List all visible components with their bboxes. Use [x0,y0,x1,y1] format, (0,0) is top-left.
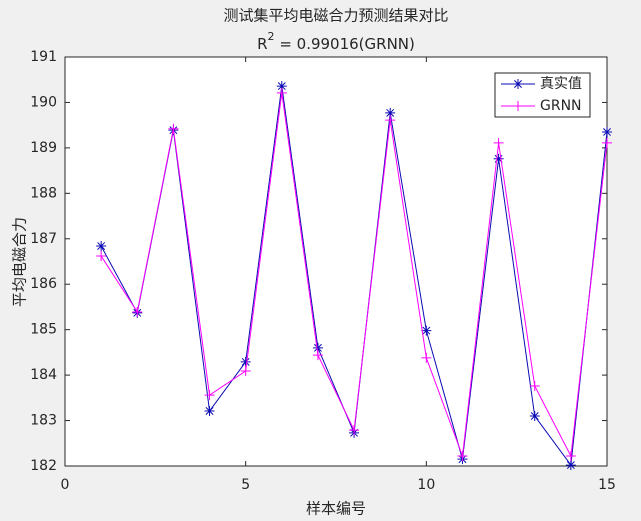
x-tick-label: 5 [241,477,250,493]
y-tick-label: 185 [30,322,57,338]
data-point [240,356,251,367]
x-tick-label: 15 [598,477,616,493]
subtitle-base: R [257,35,267,53]
data-point [529,411,540,422]
data-point [493,137,504,148]
y-axis-label: 平均电磁合力 [11,217,29,307]
data-point [602,126,612,137]
data-point [276,87,287,98]
data-point [565,451,576,462]
y-tick-label: 189 [30,140,57,156]
x-tick-label: 0 [61,477,70,493]
data-point [349,425,360,436]
plot-area [65,57,607,466]
y-tick-label: 182 [30,458,57,474]
data-point [276,81,287,92]
data-point [204,390,215,401]
data-point [240,366,251,377]
y-tick-label: 186 [30,276,57,292]
data-point [385,115,396,126]
data-point [529,381,540,392]
data-point [385,107,396,118]
data-point [312,350,323,361]
legend-box [494,72,591,118]
data-point [132,306,143,317]
axes-box [64,56,608,467]
data-point [96,241,107,252]
data-point [96,251,107,262]
y-tick-label: 184 [30,367,57,383]
x-axis-label: 样本编号 [306,500,366,518]
y-tick-label: 191 [30,49,57,65]
y-tick-label: 188 [30,185,57,201]
x-tick-label: 10 [417,477,435,493]
chart-title: 测试集平均电磁合力预测结果对比 [223,7,448,25]
data-point [204,406,215,417]
data-point [421,352,432,363]
y-tick-label: 190 [30,94,57,110]
data-point [168,123,179,134]
chart-subtitle: R2 = 0.99016(GRNN) [257,30,415,53]
legend: 真实值 GRNN [494,72,591,118]
data-point [493,153,504,164]
data-point [457,451,468,462]
y-tick-label: 183 [30,413,57,429]
data-point [312,342,323,353]
legend-label: 真实值 [540,76,582,92]
data-point [565,460,576,471]
legend-marker [513,79,523,89]
data-point [421,325,432,336]
subtitle-sup: 2 [268,30,275,43]
y-tick-label: 187 [30,231,57,247]
legend-label: GRNN [540,98,582,114]
legend-marker [513,101,523,111]
data-point [602,137,612,148]
subtitle-rest: = 0.99016(GRNN) [275,35,415,53]
